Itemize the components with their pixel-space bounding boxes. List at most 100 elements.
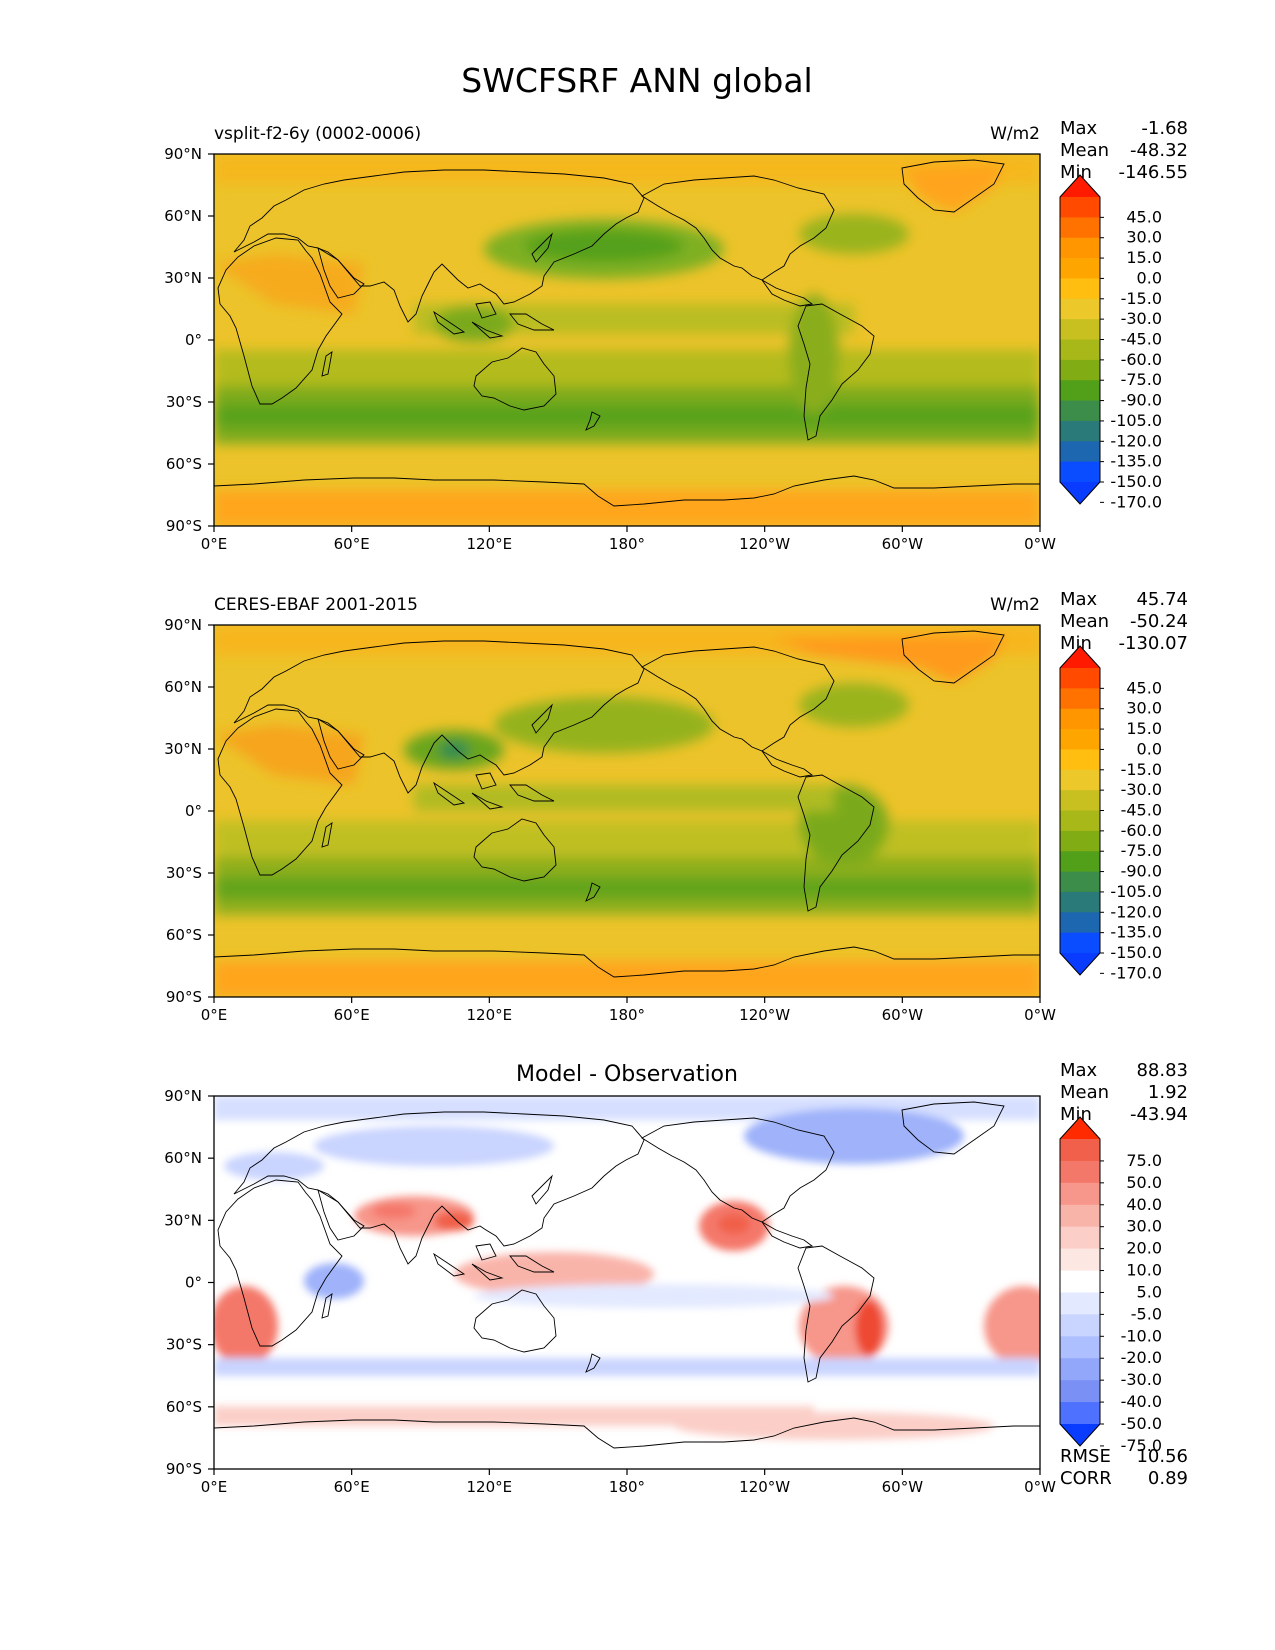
stat-rmse-label: RMSE bbox=[1060, 1446, 1111, 1467]
colorbar-segment bbox=[1060, 688, 1100, 710]
stat-min-value: -130.07 bbox=[1119, 633, 1188, 654]
map-model bbox=[214, 154, 1040, 526]
colorbar-tick-label: 40.0 bbox=[1126, 1195, 1162, 1214]
colorbar-extend-min bbox=[1060, 953, 1100, 975]
colorbar-extend-max bbox=[1060, 646, 1100, 668]
x-tick-label: 60°W bbox=[882, 1006, 924, 1024]
panel-obs-colorbar: 45.0 30.015.00.0 -15.0-30.0 -45.0-60.0-75.0… bbox=[1059, 645, 1162, 982]
colorbar-segment bbox=[1060, 1380, 1100, 1403]
x-tick-label: 0°E bbox=[201, 535, 228, 553]
colorbar-tick-label: 45.0 bbox=[1126, 678, 1162, 697]
colorbar-tick-label: -150.0 bbox=[1110, 943, 1162, 962]
y-tick-label: 60°N bbox=[164, 207, 202, 225]
colorbar-tick-label: -10.0 bbox=[1121, 1326, 1162, 1345]
panel-model-stats: Max -1.68 Mean -48.32 Min -146.55 bbox=[1060, 118, 1188, 183]
figure-title: SWCFSRF ANN global bbox=[461, 61, 812, 100]
x-tick-label: 0°E bbox=[201, 1478, 228, 1496]
colorbar-extend-max bbox=[1060, 1117, 1100, 1139]
x-tick-label: 120°W bbox=[739, 1006, 790, 1024]
panel-diff-extra-stats: RMSE 10.56 CORR 0.89 bbox=[1060, 1446, 1188, 1489]
x-tick-label: 0°E bbox=[201, 1006, 228, 1024]
colorbar-segment bbox=[1060, 769, 1100, 791]
colorbar-segment bbox=[1060, 1226, 1100, 1250]
colorbar-segment bbox=[1060, 258, 1100, 279]
stat-max-value: -1.68 bbox=[1141, 118, 1188, 139]
x-tick-label: 60°E bbox=[334, 1478, 370, 1496]
colorbar-segment bbox=[1060, 851, 1100, 873]
colorbar-tick-label: -90.0 bbox=[1121, 391, 1162, 410]
y-tick-label: 60°S bbox=[166, 1398, 202, 1416]
panel-diff: Model - Observation Max 88.83 Mean 1.92 … bbox=[213, 1060, 1188, 1489]
colorbar-segment bbox=[1060, 400, 1100, 422]
colorbar-tick-label: -75.0 bbox=[1121, 841, 1162, 860]
colorbar-segment bbox=[1060, 339, 1100, 361]
y-tick-label: 90°N bbox=[164, 1087, 202, 1105]
x-tick-label: 0°W bbox=[1024, 1006, 1056, 1024]
x-tick-label: 60°E bbox=[334, 535, 370, 553]
x-tick-label: 120°W bbox=[739, 1478, 790, 1496]
colorbar-tick-label: -150.0 bbox=[1110, 472, 1162, 491]
axes: 0°E 60°E 120°E 180° 120°W 60°W 0°W 90°N 60°N 30°N… bbox=[164, 145, 1056, 1496]
colorbar-tick-label: 15.0 bbox=[1126, 719, 1162, 738]
panel-model-left-title: vsplit-f2-6y (0002-0006) bbox=[214, 124, 421, 144]
y-tick-label: 60°S bbox=[166, 926, 202, 944]
stat-max-label: Max bbox=[1060, 589, 1098, 610]
y-tick-label: 30°N bbox=[164, 1211, 202, 1229]
colorbar-tick-label: -40.0 bbox=[1121, 1392, 1162, 1411]
colorbar-segment bbox=[1060, 1336, 1100, 1359]
colorbar-tick-label: 0.0 bbox=[1137, 268, 1162, 287]
colorbar-extend-max bbox=[1060, 175, 1100, 197]
y-tick-label: 30°S bbox=[166, 864, 202, 882]
colorbar-segment bbox=[1060, 1292, 1100, 1315]
colorbar-segment bbox=[1060, 1248, 1100, 1272]
colorbar-tick-label: -30.0 bbox=[1121, 1370, 1162, 1389]
x-tick-label: 180° bbox=[609, 535, 645, 553]
colorbar-segment bbox=[1060, 420, 1100, 442]
x-tick-label: 60°E bbox=[334, 1006, 370, 1024]
panel-model: vsplit-f2-6y (0002-0006) W/m2 Max -1.68 … bbox=[213, 118, 1188, 527]
y-tick-label: 60°N bbox=[164, 1149, 202, 1167]
x-tick-label: 120°E bbox=[467, 1478, 513, 1496]
colorbar-tick-label: 0.0 bbox=[1137, 739, 1162, 758]
colorbar-tick-label: -15.0 bbox=[1121, 289, 1162, 308]
panel-model-colorbar: 45.0 30.015.00.0 -15.0-30.0 -45.0-60.0-75.0… bbox=[1059, 174, 1162, 511]
stat-mean-label: Mean bbox=[1060, 611, 1109, 632]
colorbar-segment bbox=[1060, 1139, 1100, 1162]
colorbar-tick-label: 15.0 bbox=[1126, 248, 1162, 267]
colorbar-tick-label: -105.0 bbox=[1110, 411, 1162, 430]
colorbar-tick-label: -15.0 bbox=[1121, 760, 1162, 779]
colorbar-tick-label: -75.0 bbox=[1121, 1436, 1162, 1455]
colorbar-segment bbox=[1060, 380, 1100, 402]
colorbar-segment bbox=[1060, 1358, 1100, 1381]
panel-obs-left-title: CERES-EBAF 2001-2015 bbox=[214, 595, 418, 615]
colorbar-segment bbox=[1060, 1204, 1100, 1228]
stat-mean-value: 1.92 bbox=[1148, 1082, 1188, 1103]
stat-mean-value: -50.24 bbox=[1130, 611, 1188, 632]
x-tick-label: 180° bbox=[609, 1478, 645, 1496]
panel-model-units: W/m2 bbox=[990, 124, 1040, 144]
colorbar-tick-label: 10.0 bbox=[1126, 1261, 1162, 1280]
colorbar-tick-label: 50.0 bbox=[1126, 1173, 1162, 1192]
colorbar-tick-label: 30.0 bbox=[1126, 228, 1162, 247]
colorbar-segment bbox=[1060, 1182, 1100, 1206]
colorbar-segment bbox=[1060, 1160, 1100, 1184]
x-tick-label: 60°W bbox=[882, 535, 924, 553]
y-tick-label: 30°S bbox=[166, 1336, 202, 1354]
colorbar-tick-label: -45.0 bbox=[1121, 330, 1162, 349]
panel-diff-stats: Max 88.83 Mean 1.92 Min -43.94 bbox=[1060, 1060, 1188, 1125]
stat-max-label: Max bbox=[1060, 1060, 1098, 1081]
colorbar-segment bbox=[1060, 1270, 1100, 1293]
stat-max-label: Max bbox=[1060, 118, 1098, 139]
x-tick-label: 0°W bbox=[1024, 1478, 1056, 1496]
colorbar-segment bbox=[1060, 237, 1100, 259]
y-tick-label: 30°N bbox=[164, 740, 202, 758]
colorbar-tick-label: 75.0 bbox=[1126, 1151, 1162, 1170]
stat-mean-label: Mean bbox=[1060, 140, 1109, 161]
stat-max-value: 88.83 bbox=[1136, 1060, 1188, 1081]
colorbar-tick-label: 30.0 bbox=[1126, 1217, 1162, 1236]
stat-max-value: 45.74 bbox=[1136, 589, 1188, 610]
colorbar-segment bbox=[1060, 932, 1100, 954]
colorbar-segment bbox=[1060, 359, 1100, 381]
colorbar-tick-label: -50.0 bbox=[1121, 1414, 1162, 1433]
x-tick-label: 120°E bbox=[467, 535, 513, 553]
